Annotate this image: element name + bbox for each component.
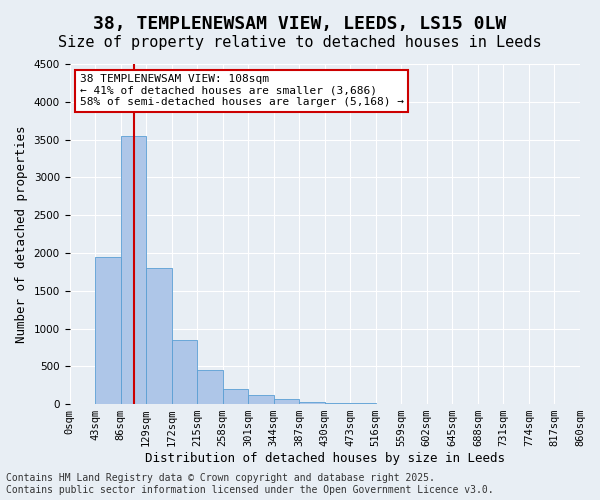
Text: Contains HM Land Registry data © Crown copyright and database right 2025.
Contai: Contains HM Land Registry data © Crown c… [6,474,494,495]
Bar [197,370,223,404]
Bar [223,389,248,404]
Y-axis label: Number of detached properties: Number of detached properties [15,126,28,343]
Bar [172,340,197,404]
X-axis label: Distribution of detached houses by size in Leeds: Distribution of detached houses by size … [145,452,505,465]
Bar [95,256,121,404]
Text: 38 TEMPLENEWSAM VIEW: 108sqm
← 41% of detached houses are smaller (3,686)
58% of: 38 TEMPLENEWSAM VIEW: 108sqm ← 41% of de… [80,74,404,108]
Text: Size of property relative to detached houses in Leeds: Size of property relative to detached ho… [58,35,542,50]
Bar [299,402,325,404]
Bar [146,268,172,404]
Bar [325,402,350,404]
Text: 38, TEMPLENEWSAM VIEW, LEEDS, LS15 0LW: 38, TEMPLENEWSAM VIEW, LEEDS, LS15 0LW [94,15,506,33]
Bar [248,395,274,404]
Bar [274,399,299,404]
Bar [121,136,146,404]
